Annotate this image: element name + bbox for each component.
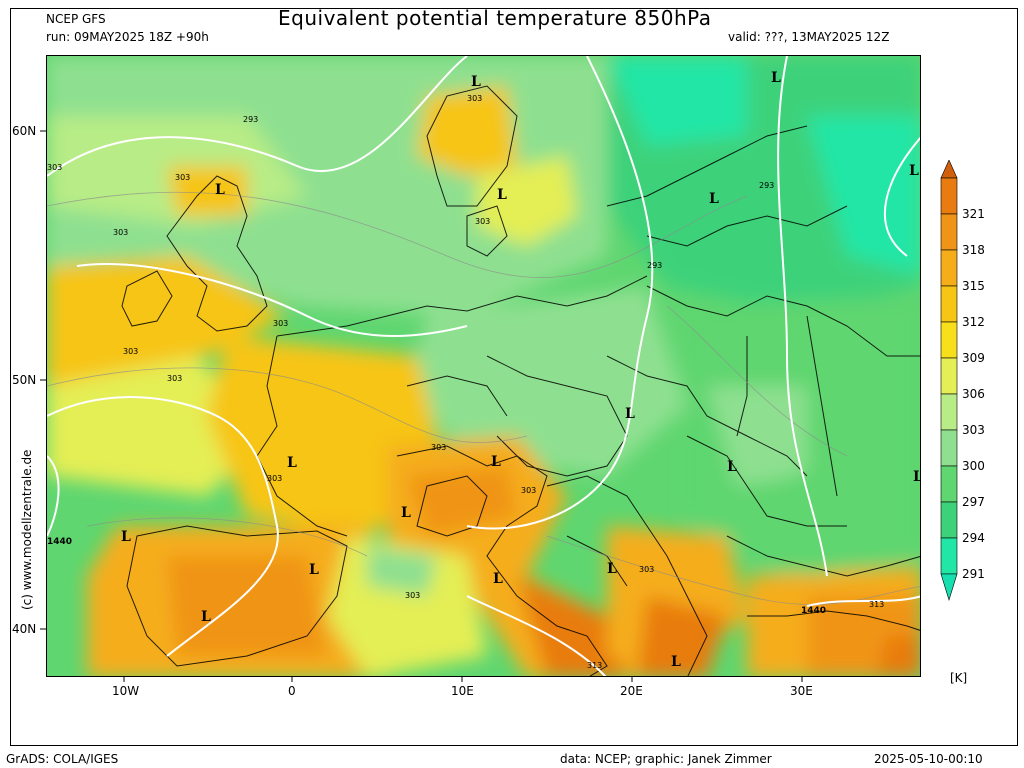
- low-pressure-marker: L: [497, 187, 507, 203]
- lon-label: 10E: [451, 684, 474, 698]
- lon-label: 0: [288, 684, 296, 698]
- contour-label: 303: [475, 217, 490, 226]
- colorbar-level-label: 294: [962, 531, 985, 545]
- low-pressure-marker: L: [771, 70, 781, 86]
- colorbar-swatch: [940, 285, 958, 323]
- contour-label: 303: [47, 163, 62, 172]
- weather-map: 293 303 303 303 303 303 303 303 303 303 …: [46, 55, 921, 677]
- colorbar-level-label: 309: [962, 351, 985, 365]
- low-pressure-marker: L: [471, 74, 481, 90]
- low-pressure-marker: L: [201, 609, 211, 625]
- run-info: run: 09MAY2025 18Z +90h: [46, 30, 209, 44]
- low-pressure-marker: L: [493, 571, 503, 587]
- contour-label: 1440: [47, 537, 72, 547]
- low-pressure-marker: L: [727, 459, 737, 475]
- colorbar-unit: [K]: [950, 671, 968, 685]
- lat-label: 60N: [12, 124, 37, 138]
- model-source: NCEP GFS: [46, 12, 106, 26]
- colorbar-swatch: [940, 537, 958, 575]
- colorbar-level-label: 297: [962, 495, 985, 509]
- valid-time: valid: ???, 13MAY2025 12Z: [728, 30, 890, 44]
- colorbar-level-label: 303: [962, 423, 985, 437]
- contour-label: 303: [123, 347, 138, 356]
- contour-label: 1440: [801, 606, 826, 616]
- low-pressure-marker: L: [401, 505, 411, 521]
- watermark: (c) www.modellzentrale.de: [20, 449, 34, 610]
- contour-label: 293: [759, 181, 774, 190]
- low-pressure-marker: L: [709, 191, 719, 207]
- contour-label: 303: [113, 228, 128, 237]
- low-pressure-marker: L: [287, 455, 297, 471]
- contour-label: 303: [405, 591, 420, 600]
- footer-left: GrADS: COLA/IGES: [6, 752, 119, 766]
- colorbar-swatch: [940, 177, 958, 215]
- contour-label: 303: [639, 565, 654, 574]
- contour-label: 313: [587, 661, 602, 670]
- contour-label: 303: [467, 94, 482, 103]
- colorbar-level-label: 291: [962, 567, 985, 581]
- map-title: Equivalent potential temperature 850hPa: [278, 6, 712, 30]
- lon-label: 20E: [620, 684, 643, 698]
- contour-label: 303: [273, 319, 288, 328]
- colorbar-level-label: 300: [962, 459, 985, 473]
- colorbar-level-label: 318: [962, 243, 985, 257]
- contour-label: 313: [869, 600, 884, 609]
- contour-label: 303: [175, 173, 190, 182]
- colorbar-swatch: [940, 213, 958, 251]
- low-pressure-marker: L: [913, 469, 921, 485]
- footer-right: 2025-05-10-00:10: [874, 752, 983, 766]
- map-canvas: 293 303 303 303 303 303 303 303 303 303 …: [47, 56, 921, 676]
- lon-label: 30E: [790, 684, 813, 698]
- colorbar-max-arrow: [940, 160, 958, 179]
- low-pressure-marker: L: [909, 163, 919, 179]
- lat-label: 40N: [12, 622, 37, 636]
- low-pressure-marker: L: [607, 561, 617, 577]
- low-pressure-marker: L: [625, 406, 635, 422]
- low-pressure-marker: L: [491, 454, 501, 470]
- contour-label: 303: [167, 374, 182, 383]
- low-pressure-marker: L: [671, 654, 681, 670]
- colorbar-swatch: [940, 393, 958, 431]
- contour-label: 303: [267, 474, 282, 483]
- contour-label: 293: [647, 261, 662, 270]
- contour-label: 303: [431, 443, 446, 452]
- colorbar-level-label: 321: [962, 207, 985, 221]
- colorbar-swatch: [940, 357, 958, 395]
- colorbar-swatch: [940, 429, 958, 467]
- footer-center: data: NCEP; graphic: Janek Zimmer: [560, 752, 772, 766]
- colorbar-swatch: [940, 465, 958, 503]
- lon-ticks: [123, 676, 803, 682]
- contour-label: 293: [243, 115, 258, 124]
- lat-label: 50N: [12, 373, 37, 387]
- colorbar-swatch: [940, 249, 958, 287]
- low-pressure-marker: L: [215, 182, 225, 198]
- lat-ticks: [40, 130, 46, 630]
- colorbar-swatch: [940, 321, 958, 359]
- low-pressure-marker: L: [309, 562, 319, 578]
- low-pressure-marker: L: [121, 529, 131, 545]
- lon-label: 10W: [112, 684, 140, 698]
- colorbar-level-label: 306: [962, 387, 985, 401]
- colorbar-swatch: [940, 501, 958, 539]
- colorbar-level-label: 312: [962, 315, 985, 329]
- colorbar-min-arrow: [940, 573, 958, 602]
- figure-frame: [10, 8, 1018, 746]
- contour-label: 303: [521, 486, 536, 495]
- colorbar: [940, 160, 958, 602]
- colorbar-level-label: 315: [962, 279, 985, 293]
